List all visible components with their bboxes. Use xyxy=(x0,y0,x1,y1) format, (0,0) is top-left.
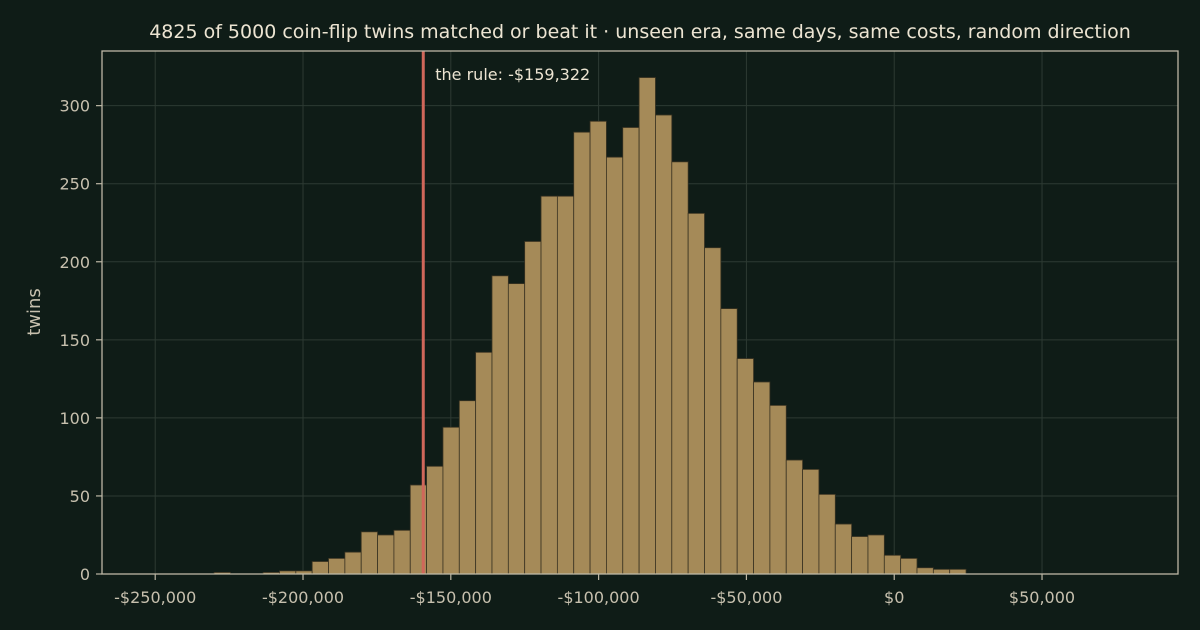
histogram-bar xyxy=(900,557,918,575)
y-tick-label: 300 xyxy=(59,97,90,116)
x-tick-label: -$50,000 xyxy=(710,588,782,607)
rule-marker-label: the rule: -$159,322 xyxy=(435,65,590,84)
histogram-bar xyxy=(785,459,803,575)
x-tick-label: -$200,000 xyxy=(262,588,344,607)
histogram-bar xyxy=(916,567,934,575)
rule-marker: the rule: -$159,322 xyxy=(421,51,590,574)
y-tick-label: 250 xyxy=(59,175,90,194)
histogram-bar xyxy=(344,551,362,575)
histogram-bar xyxy=(475,351,493,575)
histogram-bar xyxy=(753,381,771,575)
histogram-bars xyxy=(213,77,967,575)
histogram-bar xyxy=(507,283,526,575)
histogram-bar xyxy=(883,554,902,575)
y-tick-label: 50 xyxy=(70,487,90,506)
histogram-bar xyxy=(736,358,754,575)
x-tick-label: -$250,000 xyxy=(114,588,196,607)
histogram-bar xyxy=(769,404,787,575)
histogram-bar xyxy=(311,561,329,575)
histogram-bar xyxy=(426,465,444,575)
y-axis-label: twins xyxy=(24,288,45,336)
histogram-bar xyxy=(638,77,656,575)
x-tick-label: $0 xyxy=(884,588,904,607)
histogram-bar xyxy=(687,212,705,575)
y-tick-label: 200 xyxy=(59,253,90,272)
histogram-bar xyxy=(442,426,460,575)
tick-labels: -$250,000 -$200,000 -$150,000 -$100,000 -$50… xyxy=(59,97,1075,607)
x-tick-label: -$150,000 xyxy=(410,588,492,607)
x-tick-label: $50,000 xyxy=(1009,588,1075,607)
histogram-bar xyxy=(328,557,346,575)
axes xyxy=(96,50,1179,580)
histogram-bar xyxy=(867,534,885,575)
histogram-bar xyxy=(524,241,542,575)
histogram-bar xyxy=(671,161,689,575)
histogram-bar xyxy=(573,131,591,575)
histogram-bar xyxy=(655,114,673,575)
histogram-bar xyxy=(377,534,395,575)
x-tick-label: -$100,000 xyxy=(558,588,640,607)
histogram-bar xyxy=(720,308,738,575)
histogram-bar xyxy=(802,468,820,575)
chart-title: 4825 of 5000 coin-flip twins matched or … xyxy=(149,21,1131,43)
histogram-bar xyxy=(932,568,951,575)
histogram-bar xyxy=(540,195,558,575)
y-tick-label: 100 xyxy=(59,409,90,428)
histogram-bar xyxy=(393,529,411,575)
plot-frame xyxy=(101,50,1179,575)
histogram-bar xyxy=(851,536,869,575)
histogram-bar xyxy=(818,493,836,575)
histogram-bar xyxy=(606,156,624,575)
y-tick-label: 150 xyxy=(59,331,90,350)
histogram-bar xyxy=(458,400,477,575)
histogram-bar xyxy=(834,523,853,575)
histogram-bar xyxy=(556,195,575,575)
histogram-bar xyxy=(360,531,378,575)
histogram-bar xyxy=(949,568,967,575)
histogram-bar xyxy=(622,127,640,575)
histogram-bar xyxy=(589,120,607,575)
histogram-bar xyxy=(491,275,509,575)
y-tick-label: 0 xyxy=(80,565,90,584)
histogram-bar xyxy=(704,247,722,575)
